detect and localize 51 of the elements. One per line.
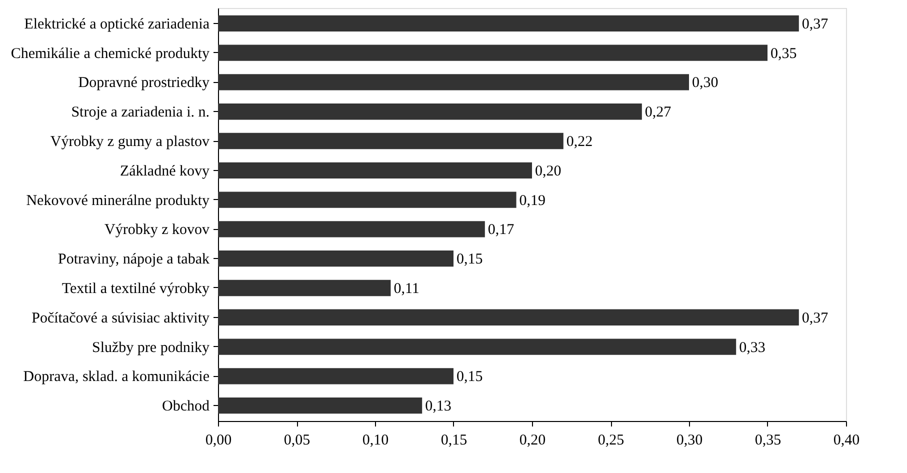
data-label: 0,13 [425,398,452,415]
y-tick-label: Počítačové a súvisiac aktivity [32,310,210,326]
data-label: 0,27 [644,104,672,121]
data-label: 0,20 [535,163,562,180]
bar [218,397,422,414]
y-tick-label: Chemikálie a chemické produkty [10,46,210,62]
y-tick-label: Doprava, sklad. a komunikácie [23,369,210,386]
data-label: 0,35 [770,46,797,62]
bar [218,132,564,150]
data-label: 0,37 [802,310,829,326]
bar [218,280,391,296]
data-label: 0,30 [692,75,718,92]
y-tick-label: Výrobky z gumy a plastov [50,134,210,150]
x-tick-label: 0,10 [362,432,389,448]
data-label: 0,15 [456,369,483,386]
bar [218,162,532,178]
data-label: 0,33 [739,340,766,356]
data-label: 0,37 [802,16,829,32]
bar [218,338,736,355]
y-tick-label: Výrobky z kovov [104,222,210,238]
x-tick-label: 0,20 [519,432,546,448]
y-tick-label: Dopravné prostriedky [78,75,210,92]
bar [218,74,689,90]
y-tick-label: Obchod [162,398,210,415]
data-label: 0,15 [456,252,483,268]
y-tick-label: Základné kovy [120,163,210,180]
x-tick-label: 0,25 [598,432,624,448]
y-tick-label: Potraviny, nápoje a tabak [58,252,210,268]
bar [218,309,799,326]
data-label: 0,22 [566,134,593,150]
x-tick-label: 0,00 [205,432,232,448]
x-tick-label: 0,05 [284,432,310,448]
bar [218,104,642,120]
x-tick-label: 0,35 [754,432,782,448]
y-tick-label: Nekovové minerálne produkty [26,192,210,209]
bar [218,250,454,267]
data-label: 0,11 [394,280,420,297]
bar [218,192,516,208]
x-tick-label: 0,15 [440,432,468,448]
y-tick-label: Textil a textilné výrobky [62,280,210,297]
x-tick-label: 0,40 [833,432,860,448]
y-tick-label: Stroje a zariadenia i. n. [71,104,210,121]
y-tick-label: Služby pre podniky [92,340,210,356]
data-label: 0,17 [488,222,515,238]
x-tick-label: 0,30 [676,432,703,448]
bar [218,368,454,384]
y-tick-label: Elektrické a optické zariadenia [24,16,210,32]
bar [218,15,799,32]
data-label: 0,19 [519,192,546,209]
bar [218,221,485,238]
bar [218,44,768,61]
